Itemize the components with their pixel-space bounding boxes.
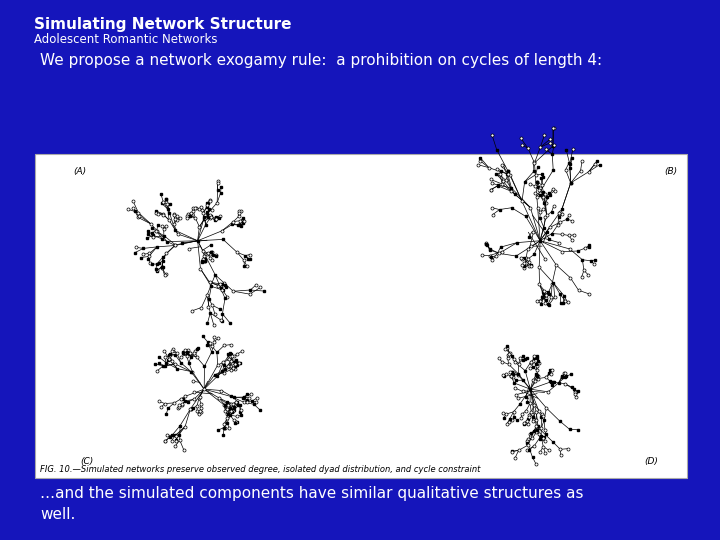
Text: FIG. 10.—Simulated networks preserve observed degree, isolated dyad distribution: FIG. 10.—Simulated networks preserve obs…	[40, 465, 480, 474]
Text: (B): (B)	[664, 167, 678, 177]
Text: …and the simulated components have similar qualitative structures as
well.: …and the simulated components have simil…	[40, 486, 583, 522]
Text: Adolescent Romantic Networks: Adolescent Romantic Networks	[34, 33, 217, 46]
Text: (C): (C)	[80, 457, 94, 465]
Text: We propose a network exogamy rule:  a prohibition on cycles of length 4:: We propose a network exogamy rule: a pro…	[40, 53, 602, 68]
Bar	[35, 154, 687, 478]
Text: (D): (D)	[644, 457, 658, 465]
Text: (A): (A)	[73, 167, 87, 177]
Text: Simulating Network Structure: Simulating Network Structure	[34, 17, 292, 32]
